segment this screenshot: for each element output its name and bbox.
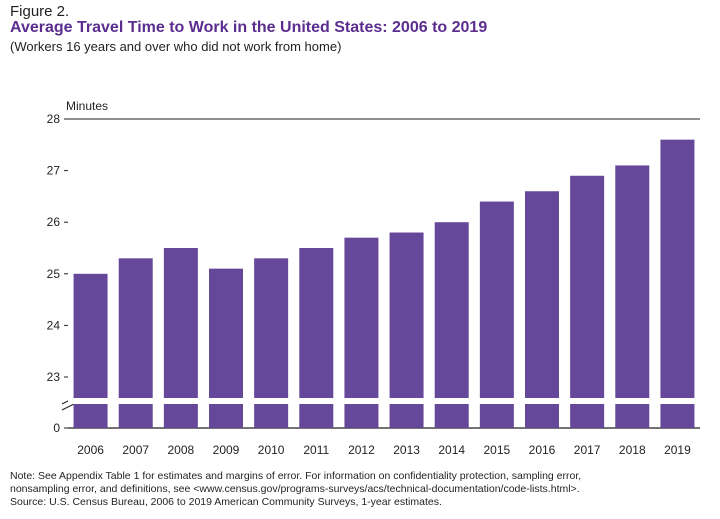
x-tick-label: 2009: [213, 443, 240, 457]
x-tick-label: 2010: [258, 443, 285, 457]
x-tick-labels: 2006 2007 2008 2009 2010 2011 2012 2013 2014 2015…: [77, 443, 691, 457]
y-tick-label: 27: [47, 164, 61, 178]
chart-subtitle: (Workers 16 years and over who did not w…: [10, 39, 342, 54]
y-tick-label: 23: [47, 370, 61, 384]
bar-2019: [660, 139, 695, 428]
y-tick-label: 25: [47, 267, 61, 281]
figure-label: Figure 2.: [10, 3, 70, 20]
x-tick-label: 2006: [77, 443, 104, 457]
bar-2013: [389, 232, 424, 428]
y-tick-label: 28: [47, 112, 61, 126]
x-tick-label: 2014: [438, 443, 465, 457]
y-axis-label: Minutes: [66, 99, 108, 113]
bar-2006: [73, 273, 108, 428]
x-tick-label: 2016: [529, 443, 556, 457]
bar-2015: [479, 201, 514, 428]
x-tick-label: 2008: [168, 443, 195, 457]
note-line-2: nonsampling error, and definitions, see …: [10, 483, 580, 495]
bars-group: [68, 139, 700, 428]
x-tick-label: 2017: [574, 443, 601, 457]
x-tick-label: 2015: [484, 443, 511, 457]
x-tick-label: 2013: [393, 443, 420, 457]
y-tick-labels: 0 23 24 25 26 27 28: [47, 112, 61, 435]
x-tick-label: 2019: [664, 443, 691, 457]
bar-2012: [344, 237, 379, 428]
x-tick-label: 2007: [122, 443, 149, 457]
y-tick-label: 24: [47, 318, 61, 332]
chart-title: Average Travel Time to Work in the Unite…: [10, 19, 488, 36]
bar-chart: Minutes 2006 2007 2008 2009 2010 2011 2012 2013…: [47, 99, 700, 457]
y-tick-label: 26: [47, 215, 61, 229]
bar-2016: [525, 191, 559, 428]
axis-break-gap: [68, 398, 700, 404]
x-tick-label: 2012: [348, 443, 375, 457]
chart-axes: [61, 118, 700, 429]
bar-2018: [615, 165, 650, 428]
y-tick-label: 0: [53, 421, 60, 435]
x-tick-label: 2018: [619, 443, 646, 457]
axis-break-mark: [61, 403, 75, 411]
note-line-1: Note: See Appendix Table 1 for estimates…: [10, 470, 582, 482]
bar-2014: [434, 222, 469, 428]
bar-2009: [209, 268, 243, 428]
chart-notes: Note: See Appendix Table 1 for estimates…: [10, 470, 710, 509]
bar-2017: [570, 175, 605, 428]
x-tick-label: 2011: [303, 443, 329, 457]
source-line: Source: U.S. Census Bureau, 2006 to 2019…: [10, 496, 442, 508]
